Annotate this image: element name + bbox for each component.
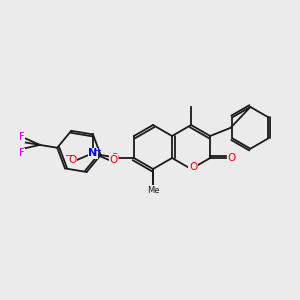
Text: O: O	[68, 155, 77, 165]
Text: O: O	[109, 155, 118, 165]
Text: N: N	[88, 148, 98, 158]
Text: F: F	[19, 132, 25, 142]
Text: F: F	[19, 148, 25, 158]
Text: O: O	[227, 153, 236, 163]
Text: Me: Me	[147, 186, 159, 195]
Text: O: O	[189, 162, 197, 172]
Text: +: +	[94, 146, 101, 154]
Text: F: F	[17, 134, 22, 144]
Text: −: −	[65, 151, 74, 161]
Text: O: O	[110, 153, 119, 163]
